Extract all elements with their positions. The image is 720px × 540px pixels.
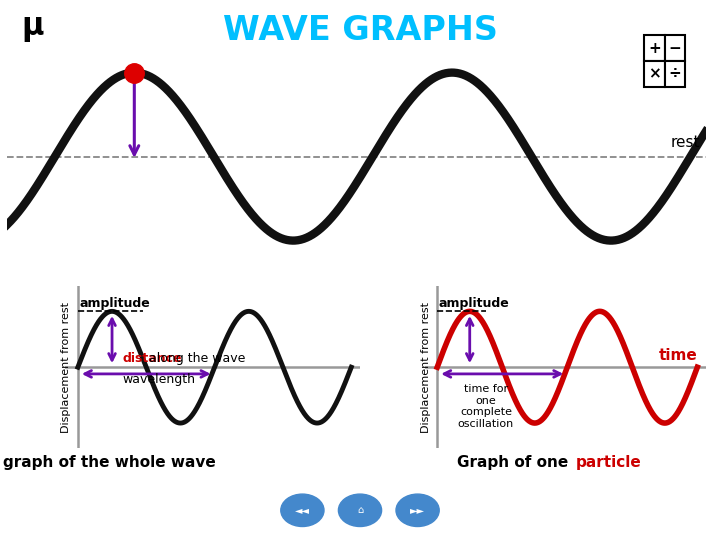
Text: ►►: ►► <box>410 505 425 515</box>
Text: μ: μ <box>22 14 44 43</box>
Text: A graph of the whole wave: A graph of the whole wave <box>0 455 216 470</box>
Text: Displacement from rest: Displacement from rest <box>420 302 431 433</box>
Text: ÷: ÷ <box>668 66 681 82</box>
Text: ⌂: ⌂ <box>357 505 363 515</box>
Text: Displacement from rest: Displacement from rest <box>61 302 71 433</box>
Text: amplitude: amplitude <box>80 297 150 310</box>
Text: along the wave: along the wave <box>145 352 246 365</box>
Text: wavelength: wavelength <box>122 373 195 386</box>
Text: time for
one
complete
oscillation: time for one complete oscillation <box>458 384 514 429</box>
Text: Graph of one: Graph of one <box>457 455 574 470</box>
Text: particle: particle <box>576 455 642 470</box>
Text: rest: rest <box>671 135 701 150</box>
Text: WAVE GRAPHS: WAVE GRAPHS <box>222 14 498 46</box>
Text: distance: distance <box>122 352 182 365</box>
Text: time: time <box>658 348 697 363</box>
Text: ◄◄: ◄◄ <box>295 505 310 515</box>
Text: −: − <box>668 40 681 56</box>
Text: amplitude: amplitude <box>439 297 510 310</box>
Text: +: + <box>648 40 661 56</box>
Text: ×: × <box>648 66 661 82</box>
